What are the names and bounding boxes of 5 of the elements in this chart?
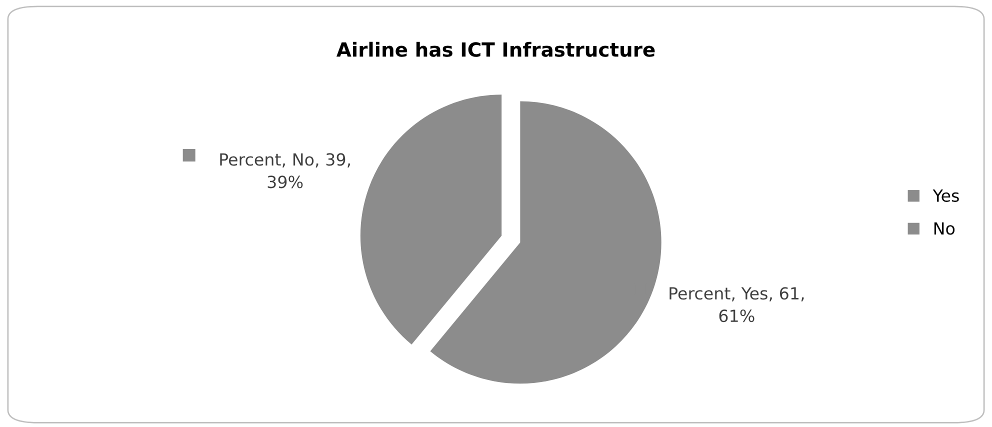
data-label: Percent, Yes, 61, 61% (670, 287, 804, 322)
chart-title: Airline has ICT Infrastructure (336, 42, 655, 57)
legend-label: No (934, 222, 955, 235)
data-label: Percent, No, 39, 39% (220, 153, 350, 188)
legend-label: Yes (932, 190, 959, 202)
